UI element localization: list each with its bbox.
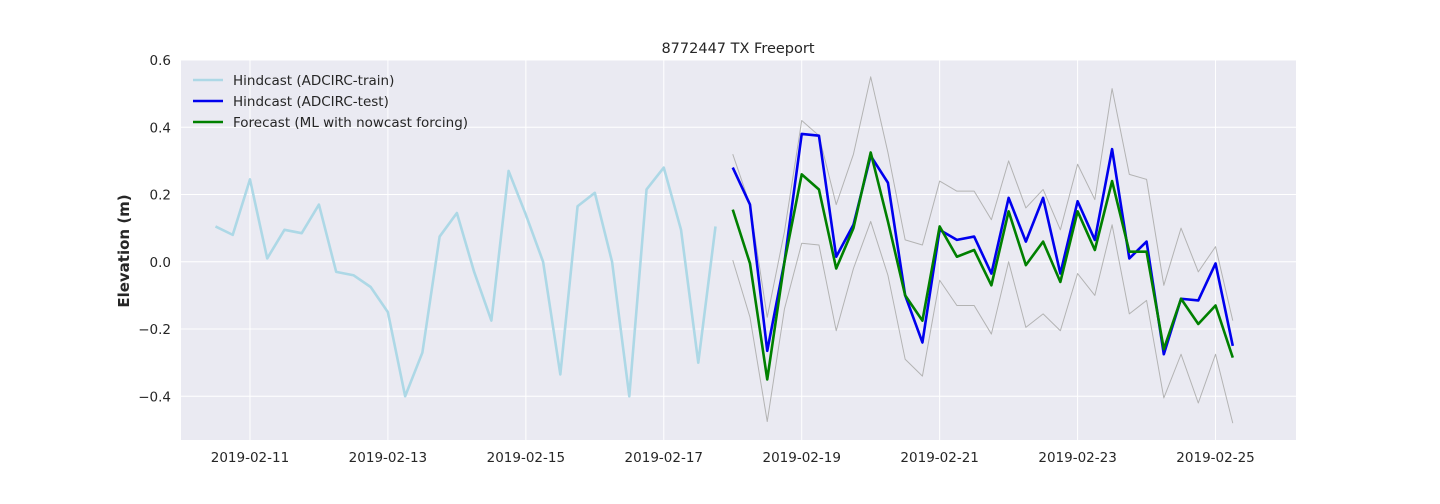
uncertainty-bound-line (732, 220, 1234, 424)
legend-label: Hindcast (ADCIRC-train) (233, 73, 394, 89)
plot-background (181, 60, 1296, 440)
series-line (214, 166, 717, 398)
x-tick-label: 2019-02-19 (762, 450, 840, 466)
y-axis-label: Elevation (m) (115, 194, 133, 307)
legend: Hindcast (ADCIRC-train) Hindcast (ADCIRC-… (193, 73, 468, 131)
x-tick-labels: 2019-02-11 2019-02-13 2019-02-15 2019-02-17… (211, 450, 1255, 466)
series-line (731, 132, 1235, 356)
x-tick-label: 2019-02-15 (487, 450, 565, 466)
y-tick-labels: −0.4 −0.2 0.0 0.2 0.4 0.6 (138, 53, 171, 405)
x-tick-label: 2019-02-17 (625, 450, 703, 466)
y-tick-label: 0.0 (150, 255, 171, 271)
x-tick-label: 2019-02-21 (900, 450, 978, 466)
y-tick-label: −0.2 (138, 322, 171, 338)
x-tick-label: 2019-02-11 (211, 450, 289, 466)
x-tick-label: 2019-02-13 (349, 450, 427, 466)
series-group (214, 76, 1235, 424)
y-tick-label: 0.6 (150, 53, 171, 69)
series-line (731, 151, 1235, 381)
chart-title: 8772447 TX Freeport (661, 41, 814, 57)
y-tick-label: −0.4 (138, 389, 171, 405)
y-tick-label: 0.2 (150, 188, 171, 204)
legend-label: Forecast (ML with nowcast forcing) (233, 115, 468, 131)
x-tick-label: 2019-02-25 (1176, 450, 1254, 466)
legend-label: Hindcast (ADCIRC-test) (233, 94, 389, 110)
y-tick-label: 0.4 (150, 120, 171, 136)
grid (181, 59, 1296, 440)
uncertainty-bound-line (732, 76, 1234, 321)
x-tick-label: 2019-02-23 (1038, 450, 1116, 466)
